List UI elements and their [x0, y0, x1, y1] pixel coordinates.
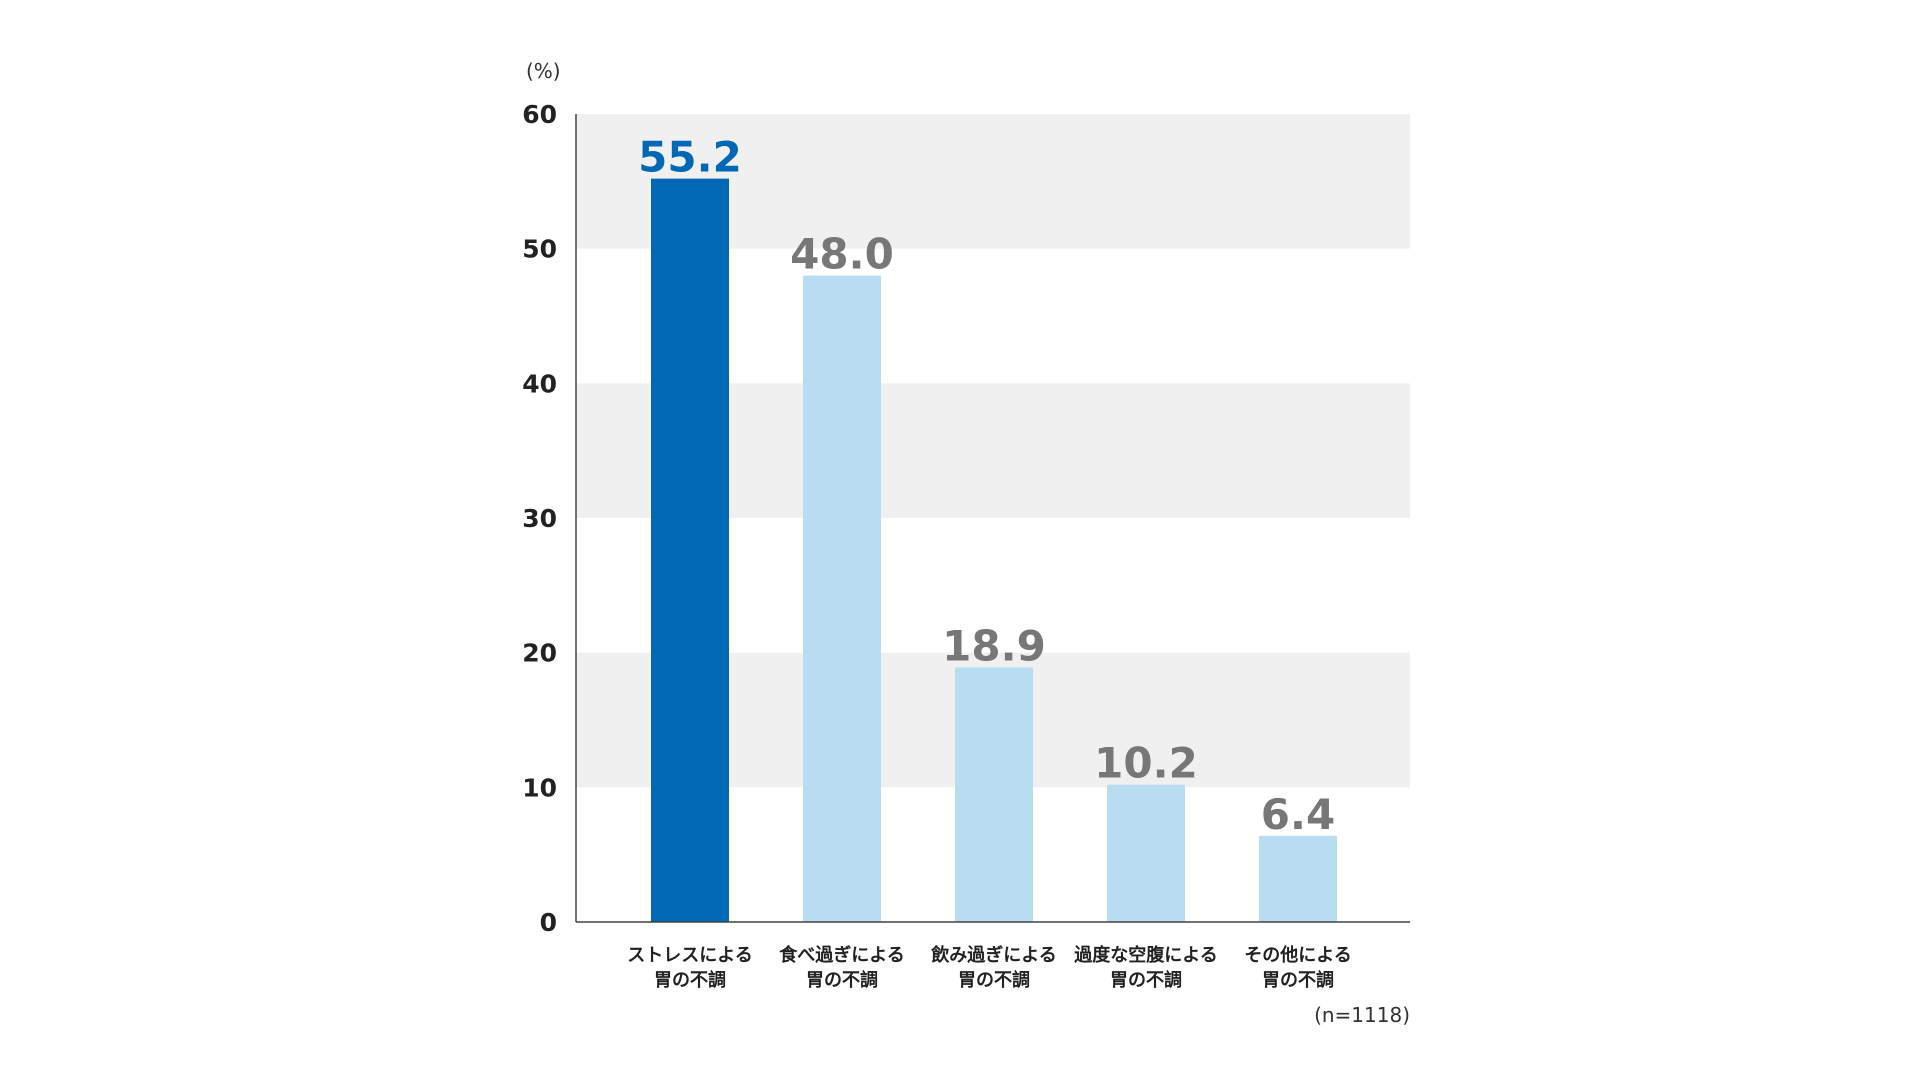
bar	[1259, 835, 1337, 922]
value-label: 18.9	[942, 621, 1046, 670]
y-unit-label: (%)	[526, 59, 561, 83]
y-tick-label: 0	[540, 908, 557, 937]
sample-size-note: (n=1118)	[1314, 1003, 1410, 1027]
y-tick-label: 60	[522, 100, 557, 129]
bars-group	[651, 178, 1337, 923]
y-tick-label: 50	[522, 235, 557, 264]
category-label: 胃の不調	[806, 969, 878, 991]
category-label: 食べ過ぎによる	[778, 944, 904, 966]
category-label: その他による	[1244, 944, 1351, 966]
y-tick-label: 40	[522, 369, 557, 398]
y-tick-label: 30	[522, 504, 557, 533]
bar	[955, 667, 1033, 922]
value-label: 10.2	[1094, 739, 1198, 788]
value-label: 48.0	[790, 230, 894, 279]
bar	[1107, 784, 1185, 922]
bar	[651, 178, 729, 922]
category-label: 胃の不調	[958, 969, 1030, 991]
bar	[803, 275, 881, 923]
category-label: 胃の不調	[1262, 969, 1334, 991]
value-label: 6.4	[1261, 790, 1335, 839]
category-label: 胃の不調	[1110, 969, 1182, 991]
category-label: 胃の不調	[654, 969, 726, 991]
category-label: 過度な空腹による	[1074, 944, 1217, 966]
category-labels: ストレスによる胃の不調食べ過ぎによる胃の不調飲み過ぎによる胃の不調過度な空腹によ…	[627, 944, 1351, 991]
category-label: 飲み過ぎによる	[930, 944, 1056, 966]
value-label: 55.2	[638, 133, 742, 182]
value-labels: 55.2 48.0 18.9 10.2 6.4	[638, 133, 1335, 839]
axes-group	[575, 114, 1410, 923]
y-tick-labels: 0 10 20 30 40 50 60	[522, 100, 557, 937]
y-tick-label: 20	[522, 639, 557, 668]
y-tick-label: 10	[522, 773, 557, 802]
category-label: ストレスによる	[627, 945, 752, 966]
